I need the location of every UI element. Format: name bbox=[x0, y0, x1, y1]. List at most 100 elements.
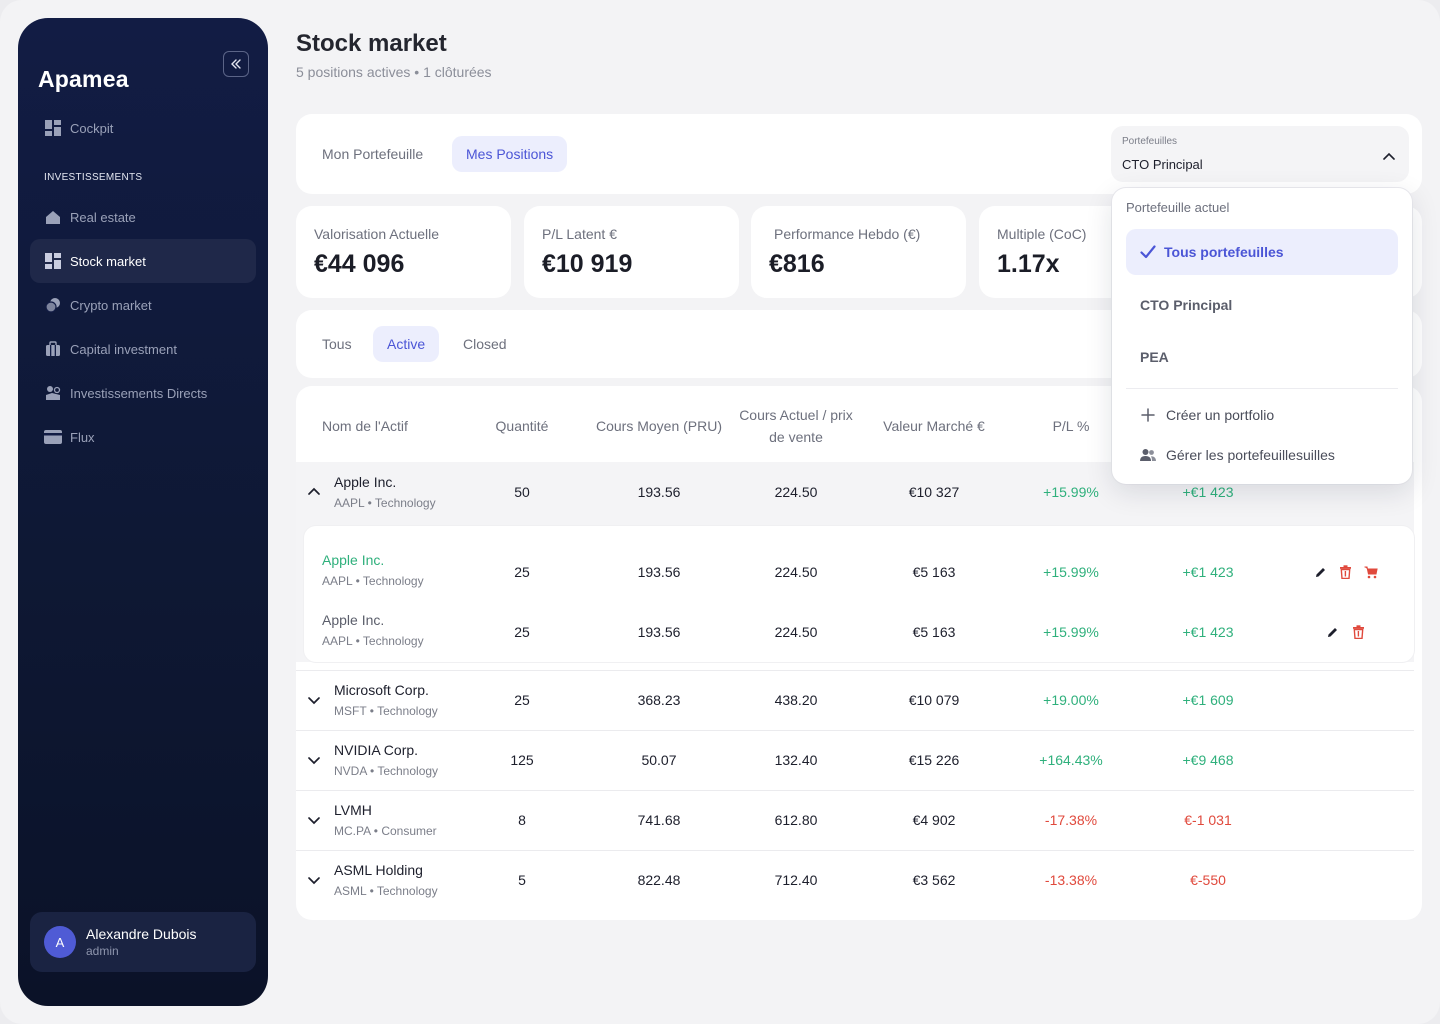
asset-meta: NVDA • Technology bbox=[334, 764, 439, 778]
asset-meta: MSFT • Technology bbox=[334, 704, 438, 718]
lot-row: Apple Inc. AAPL • Technology 25 193.56 2… bbox=[304, 534, 1414, 594]
divider bbox=[1126, 388, 1398, 389]
price-cell: 612.80 bbox=[774, 812, 818, 828]
column-header-name: Nom de l'Actif bbox=[322, 418, 408, 434]
lot-name[interactable]: Apple Inc. bbox=[322, 552, 385, 568]
metric-label: Performance Hebdo (€) bbox=[774, 226, 921, 242]
asset-meta: AAPL • Technology bbox=[334, 496, 436, 510]
price-cell: 132.40 bbox=[774, 752, 818, 768]
tab-mes-positions[interactable]: Mes Positions bbox=[452, 136, 568, 172]
chevron-down-icon[interactable] bbox=[306, 692, 322, 708]
sidebar-item-flux[interactable]: Flux bbox=[30, 415, 256, 459]
option-pea[interactable]: PEA bbox=[1140, 349, 1169, 365]
metric-value: €44 096 bbox=[314, 250, 405, 278]
chevron-up-icon[interactable] bbox=[306, 484, 322, 500]
sidebar-item-label: Investissements Directs bbox=[70, 385, 208, 401]
plus-icon bbox=[1140, 408, 1156, 422]
market-value-cell: €10 327 bbox=[908, 484, 960, 500]
quantity-cell: 25 bbox=[514, 692, 530, 708]
lots-panel: Apple Inc. AAPL • Technology 25 193.56 2… bbox=[304, 526, 1414, 662]
pl-pct-cell: +19.00% bbox=[1043, 692, 1099, 708]
chevron-down-icon[interactable] bbox=[306, 872, 322, 888]
asset-name: LVMH bbox=[334, 802, 372, 818]
sidebar-item-capital-investment[interactable]: Capital investment bbox=[30, 327, 256, 371]
quantity-cell: 125 bbox=[510, 752, 534, 768]
user-profile[interactable]: A Alexandre Dubois admin bbox=[30, 912, 256, 972]
pl-eur-cell: +€1 609 bbox=[1182, 692, 1234, 708]
create-portfolio-label: Créer un portfolio bbox=[1166, 407, 1275, 423]
pru-cell: 50.07 bbox=[641, 752, 677, 768]
home-icon bbox=[44, 208, 62, 226]
sidebar-item-stock-market[interactable]: Stock market bbox=[30, 239, 256, 283]
column-header-price: Cours Actuel / prix de vente bbox=[739, 407, 853, 445]
cart-icon[interactable] bbox=[1363, 564, 1379, 580]
chevron-down-icon[interactable] bbox=[306, 752, 322, 768]
sidebar-item-crypto-market[interactable]: Crypto market bbox=[30, 283, 256, 327]
sidebar-item-cockpit[interactable]: Cockpit bbox=[30, 106, 256, 150]
asset-name: ASML Holding bbox=[334, 862, 423, 878]
pl-pct-cell: -17.38% bbox=[1044, 812, 1098, 828]
avatar: A bbox=[44, 926, 76, 958]
lot-meta: AAPL • Technology bbox=[322, 574, 424, 588]
sidebar-item-label: Capital investment bbox=[70, 341, 177, 357]
divider bbox=[296, 850, 1414, 851]
portfolio-select-value: CTO Principal bbox=[1122, 157, 1203, 172]
sidebar-item-label: Flux bbox=[70, 429, 95, 445]
quantity-cell: 25 bbox=[514, 624, 530, 640]
metric-label: Multiple (CoC) bbox=[997, 226, 1087, 242]
filter-active[interactable]: Active bbox=[373, 326, 440, 362]
divider bbox=[296, 790, 1414, 791]
briefcase-icon bbox=[44, 340, 62, 358]
table-row[interactable]: LVMH MC.PA • Consumer 8 741.68 612.80 €4… bbox=[296, 790, 1414, 850]
delete-icon[interactable] bbox=[1337, 564, 1353, 580]
asset-name: NVIDIA Corp. bbox=[334, 742, 419, 758]
card-icon bbox=[44, 428, 62, 446]
price-cell: 224.50 bbox=[774, 624, 818, 640]
lot-meta: AAPL • Technology bbox=[322, 634, 424, 648]
column-header-market-value: Valeur Marché € bbox=[883, 418, 985, 434]
sidebar-item-real-estate[interactable]: Real estate bbox=[30, 195, 256, 239]
delete-icon[interactable] bbox=[1350, 624, 1366, 640]
double-chevron-left-icon bbox=[231, 59, 241, 69]
metric-label: Valorisation Actuelle bbox=[314, 226, 440, 242]
table-row[interactable]: ASML Holding ASML • Technology 5 822.48 … bbox=[296, 850, 1414, 910]
lot-name[interactable]: Apple Inc. bbox=[322, 612, 385, 628]
table-row[interactable]: NVIDIA Corp. NVDA • Technology 125 50.07… bbox=[296, 730, 1414, 790]
sidebar-item-investissements-directs[interactable]: Investissements Directs bbox=[30, 371, 256, 415]
check-icon bbox=[1140, 245, 1156, 259]
chevron-up-icon bbox=[1383, 152, 1395, 160]
table-row[interactable]: Microsoft Corp. MSFT • Technology 25 368… bbox=[296, 670, 1414, 730]
filter-tous[interactable]: Tous bbox=[322, 336, 352, 352]
pl-eur-cell: €-550 bbox=[1190, 872, 1226, 888]
collapse-sidebar-button[interactable] bbox=[223, 51, 249, 77]
edit-icon[interactable] bbox=[1312, 564, 1328, 580]
option-cto-principal[interactable]: CTO Principal bbox=[1140, 297, 1233, 313]
chevron-down-icon[interactable] bbox=[306, 812, 322, 828]
sidebar-item-label: Cockpit bbox=[70, 120, 114, 136]
quantity-cell: 50 bbox=[514, 484, 530, 500]
option-tous-portefeuilles[interactable]: Tous portefeuilles bbox=[1126, 229, 1398, 275]
pru-cell: 741.68 bbox=[637, 812, 681, 828]
pru-cell: 368.23 bbox=[637, 692, 681, 708]
metric-valorisation: Valorisation Actuelle €44 096 bbox=[296, 206, 511, 298]
page-title: Stock market bbox=[296, 30, 447, 57]
market-value-cell: €3 562 bbox=[912, 872, 956, 888]
create-portfolio-button[interactable]: Créer un portfolio bbox=[1140, 405, 1274, 425]
manage-portfolios-label: Gérer les portefeuillesuilles bbox=[1166, 447, 1335, 463]
sidebar-item-label: Crypto market bbox=[70, 297, 152, 313]
edit-icon[interactable] bbox=[1324, 624, 1340, 640]
pl-eur-cell: €-1 031 bbox=[1184, 812, 1232, 828]
pru-cell: 193.56 bbox=[637, 624, 681, 640]
manage-portfolios-button[interactable]: Gérer les portefeuillesuilles bbox=[1140, 445, 1335, 465]
filter-closed[interactable]: Closed bbox=[463, 336, 507, 352]
divider bbox=[296, 670, 1414, 671]
tab-mon-portefeuille[interactable]: Mon Portefeuille bbox=[322, 146, 424, 162]
quantity-cell: 8 bbox=[518, 812, 526, 828]
asset-meta: ASML • Technology bbox=[334, 884, 438, 898]
investment-icon bbox=[44, 384, 62, 402]
table-row[interactable]: Apple Inc. AAPL • Technology 50 193.56 2… bbox=[296, 462, 1414, 662]
price-cell: 712.40 bbox=[774, 872, 818, 888]
sidebar-section-label: INVESTISSEMENTS bbox=[44, 172, 143, 183]
portfolio-dropdown: Portefeuille actuel Tous portefeuilles C… bbox=[1112, 188, 1412, 484]
portfolio-select[interactable]: Portefeuilles CTO Principal bbox=[1111, 126, 1409, 182]
